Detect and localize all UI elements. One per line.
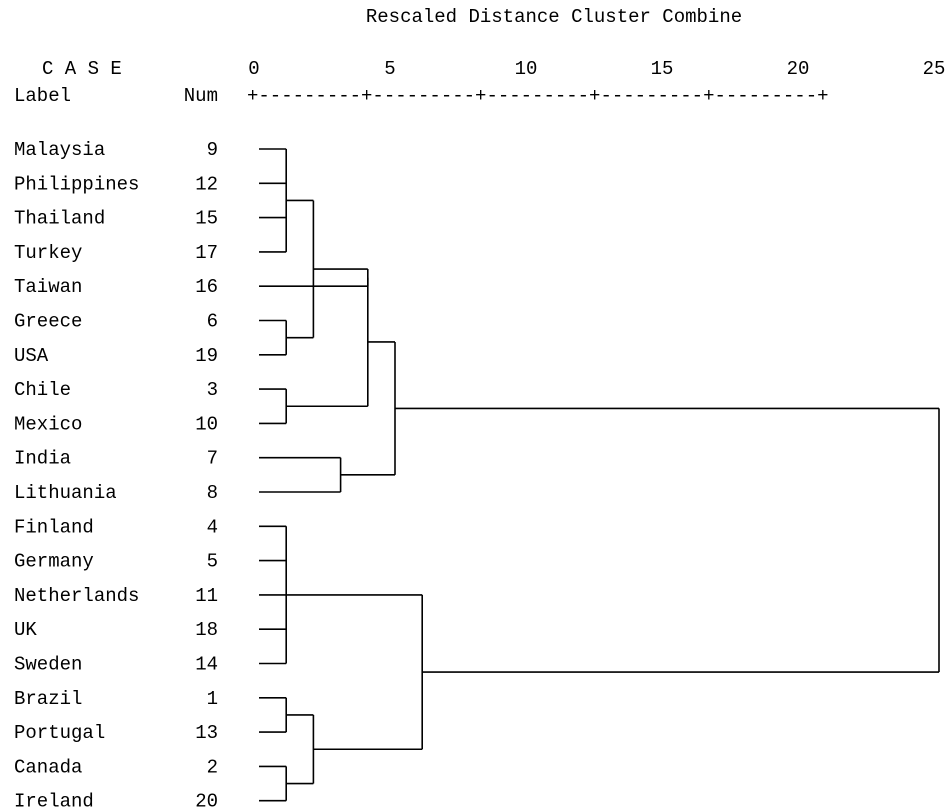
scale-ticks: 0 5 10 15 20 25 <box>248 58 945 80</box>
case-label: Finland <box>14 516 94 538</box>
case-num: 9 <box>207 139 218 161</box>
case-label: Thailand <box>14 208 105 230</box>
case-label: India <box>14 448 71 470</box>
case-num: 17 <box>195 242 218 264</box>
case-num: 19 <box>195 345 218 367</box>
case-num: 18 <box>195 619 218 641</box>
case-label: Netherlands <box>14 585 139 607</box>
case-num: 14 <box>195 654 218 676</box>
case-num: 12 <box>195 173 218 195</box>
case-num: 13 <box>195 722 218 744</box>
case-label: Ireland <box>14 791 94 811</box>
case-num: 2 <box>207 756 218 778</box>
case-label: USA <box>14 345 49 367</box>
case-label: UK <box>14 619 37 641</box>
case-label: Malaysia <box>14 139 105 161</box>
scale-ruler: +---------+---------+---------+---------… <box>247 85 829 107</box>
scale-tick-label: 10 <box>515 58 538 80</box>
case-label: Portugal <box>14 722 105 744</box>
case-num: 5 <box>207 551 218 573</box>
case-label: Canada <box>14 756 82 778</box>
case-num: 16 <box>195 276 218 298</box>
case-num: 10 <box>195 413 218 435</box>
dendrogram-links <box>259 148 940 802</box>
case-num: 7 <box>207 448 218 470</box>
chart-title: Rescaled Distance Cluster Combine <box>366 6 742 28</box>
case-num: 6 <box>207 311 218 333</box>
case-label: Germany <box>14 551 94 573</box>
case-num: 1 <box>207 688 218 710</box>
case-label: Lithuania <box>14 482 117 504</box>
case-label: Philippines <box>14 173 139 195</box>
case-label: Taiwan <box>14 276 82 298</box>
scale-tick-label: 25 <box>923 58 945 80</box>
case-label: Brazil <box>14 688 82 710</box>
scale-tick-label: 15 <box>651 58 674 80</box>
case-label: Mexico <box>14 413 82 435</box>
scale-tick-label: 20 <box>787 58 810 80</box>
scale-tick-label: 0 <box>248 58 259 80</box>
scale-tick-label: 5 <box>384 58 395 80</box>
case-label: Greece <box>14 311 82 333</box>
num-header: Num <box>184 85 218 107</box>
case-num: 8 <box>207 482 218 504</box>
case-num: 4 <box>207 516 218 538</box>
case-num: 15 <box>195 208 218 230</box>
case-label: Turkey <box>14 242 82 264</box>
case-num: 20 <box>195 791 218 811</box>
label-header: Label <box>14 85 71 107</box>
case-label: Chile <box>14 379 71 401</box>
case-num: 3 <box>207 379 218 401</box>
case-header: C A S E <box>42 58 122 80</box>
case-num: 11 <box>195 585 218 607</box>
case-label: Sweden <box>14 654 82 676</box>
